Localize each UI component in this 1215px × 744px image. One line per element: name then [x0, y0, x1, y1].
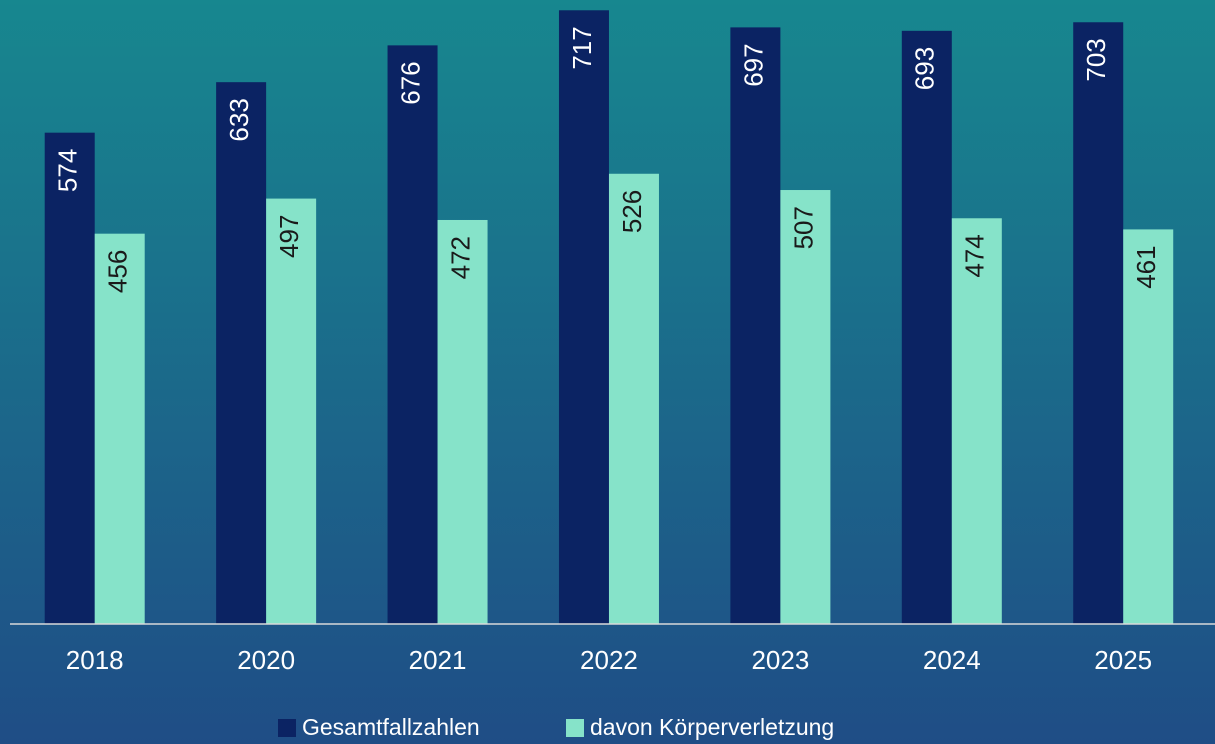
bar	[94, 233, 145, 624]
x-tick-label: 2023	[751, 645, 809, 675]
x-tick-label: 2020	[237, 645, 295, 675]
data-label: 507	[788, 206, 818, 249]
bar	[951, 218, 1002, 624]
bar	[216, 82, 267, 624]
legend-swatch	[566, 719, 584, 737]
x-tick-label: 2021	[409, 645, 467, 675]
data-label: 693	[910, 47, 940, 90]
x-tick-label: 2018	[66, 645, 124, 675]
bar	[387, 45, 438, 624]
legend-label: davon Körperverletzung	[590, 714, 834, 740]
bar	[901, 30, 952, 624]
legend-swatch	[278, 719, 296, 737]
data-label: 633	[224, 98, 254, 141]
bar	[1073, 22, 1124, 625]
legend-label: Gesamtfallzahlen	[302, 714, 480, 740]
data-label: 676	[395, 61, 425, 104]
data-label: 461	[1131, 245, 1161, 288]
data-label: 474	[960, 234, 990, 277]
data-label: 526	[617, 190, 647, 233]
bar	[780, 190, 831, 624]
data-label: 497	[274, 215, 304, 258]
data-label: 703	[1081, 38, 1111, 81]
data-label: 574	[53, 149, 83, 192]
data-label: 717	[567, 26, 597, 69]
bar	[730, 27, 781, 625]
bar	[608, 173, 659, 624]
data-label: 472	[445, 236, 475, 279]
bar	[1123, 229, 1174, 624]
bar	[266, 198, 317, 625]
x-tick-label: 2024	[923, 645, 981, 675]
bar	[44, 132, 95, 624]
x-tick-label: 2022	[580, 645, 638, 675]
data-label: 456	[103, 250, 133, 293]
bar	[437, 219, 488, 625]
x-tick-label: 2025	[1094, 645, 1152, 675]
data-label: 697	[738, 43, 768, 86]
bar	[558, 10, 609, 624]
